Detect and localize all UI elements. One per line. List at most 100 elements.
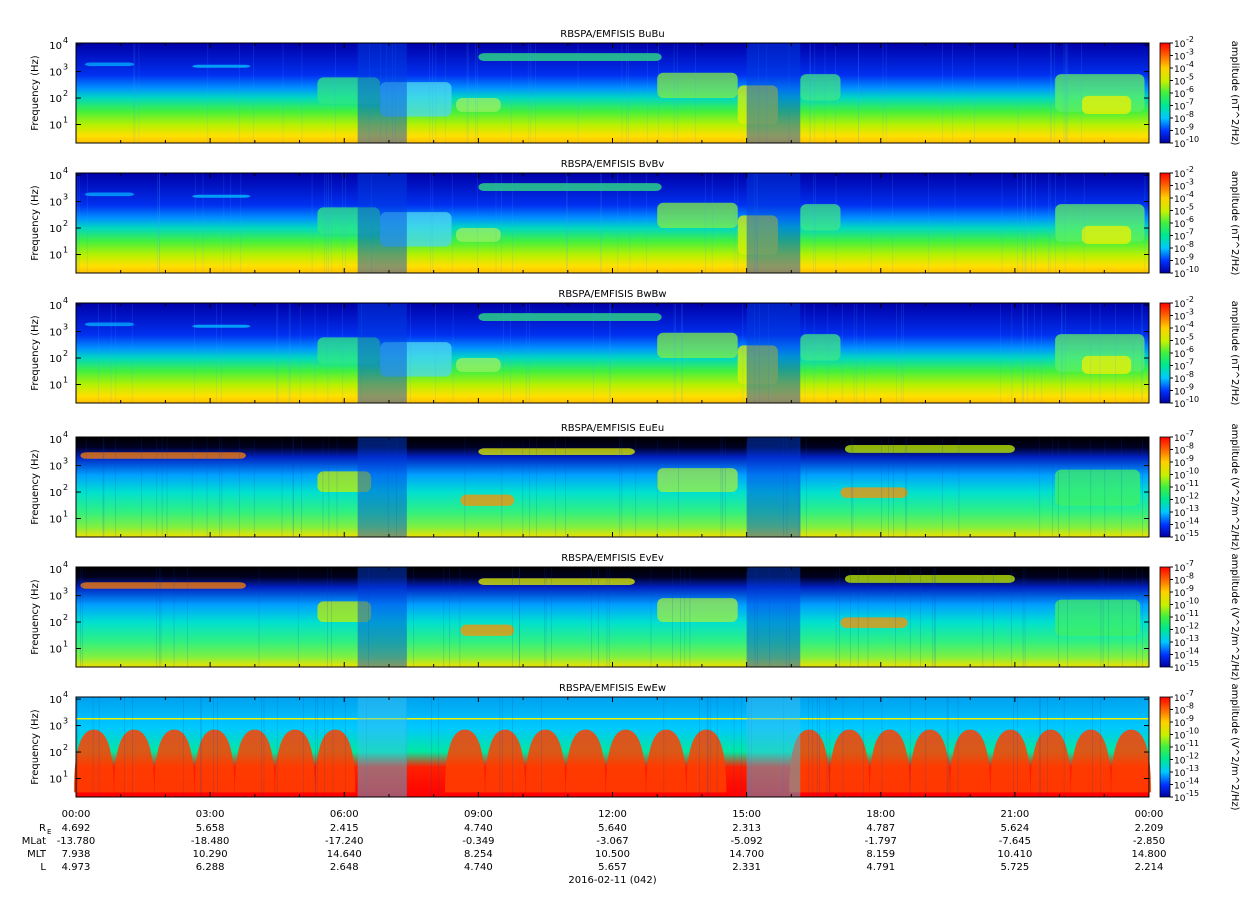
x-tick-label: 03:00 <box>196 809 225 820</box>
colorbar-tick-exponent: -8 <box>1186 240 1194 249</box>
panel-title: RBSPA/EMFISIS EvEv <box>561 553 664 564</box>
ephemeris-value: 14.800 <box>1132 849 1167 860</box>
y-tick-label: 10 <box>49 171 62 182</box>
colorbar-tick-exponent: -4 <box>1186 320 1194 329</box>
y-tick-exponent: 4 <box>63 690 68 699</box>
crossing-region <box>357 567 407 667</box>
ephemeris-value: 6.288 <box>196 862 225 873</box>
y-tick-exponent: 1 <box>63 245 68 254</box>
colorbar-tick-exponent: -10 <box>1186 597 1199 606</box>
colorbar-tick-exponent: -13 <box>1186 634 1199 643</box>
colorbar-tick-label: 10 <box>1174 375 1186 385</box>
spectral-feature <box>737 345 778 385</box>
y-tick-label: 10 <box>49 748 62 759</box>
colorbar-tick-exponent: -4 <box>1186 60 1194 69</box>
x-tick-label: 06:00 <box>330 809 359 820</box>
y-tick-label: 10 <box>49 354 62 365</box>
colorbar-tick-exponent: -8 <box>1186 572 1194 581</box>
spectral-feature <box>800 334 841 361</box>
colorbar-tick-exponent: -10 <box>1186 265 1199 274</box>
colorbar-tick-label: 10 <box>1174 400 1186 410</box>
colorbar-tick-exponent: -9 <box>1186 454 1194 463</box>
crossing-region <box>746 43 801 143</box>
colorbar-tick-label: 10 <box>1174 627 1186 637</box>
ephemeris-label: MLat <box>22 836 46 847</box>
y-tick-label: 10 <box>49 435 62 446</box>
panel-title: RBSPA/EMFISIS EwEw <box>559 683 666 694</box>
harmonic-band <box>154 729 195 793</box>
colorbar <box>1159 172 1171 274</box>
colorbar-tick-exponent: -8 <box>1186 370 1194 379</box>
y-tick-exponent: 3 <box>63 193 68 202</box>
colorbar-tick-exponent: -15 <box>1186 659 1199 668</box>
colorbar-tick-exponent: -14 <box>1186 777 1199 786</box>
colorbar-tick-exponent: -15 <box>1186 789 1199 798</box>
crossing-region <box>357 697 407 797</box>
colorbar <box>1159 566 1171 668</box>
colorbar-tick-label: 10 <box>1174 744 1186 754</box>
spectral-feature <box>84 322 135 327</box>
spectral-feature <box>657 202 738 229</box>
harmonic-band <box>234 729 275 793</box>
colorbar-tick-label: 10 <box>1174 564 1186 574</box>
colorbar-tick-exponent: -14 <box>1186 647 1199 656</box>
colorbar-tick-exponent: -9 <box>1186 123 1194 132</box>
y-tick-label: 10 <box>49 94 62 105</box>
spectral-feature <box>460 494 515 506</box>
y-axis-label: Frequency (Hz) <box>30 449 41 525</box>
date-label: 2016-02-11 (042) <box>568 875 656 886</box>
y-tick-label: 10 <box>49 644 62 655</box>
ephemeris-value: 2.415 <box>330 823 359 834</box>
y-tick-exponent: 2 <box>63 219 68 228</box>
ephemeris-value: 2.313 <box>732 823 761 834</box>
colorbar-tick-label: 10 <box>1174 53 1186 63</box>
y-tick-label: 10 <box>49 328 62 339</box>
harmonic-band <box>73 729 114 793</box>
y-tick-label: 10 <box>49 380 62 391</box>
colorbar-tick-exponent: -12 <box>1186 752 1199 761</box>
colorbar-tick-label: 10 <box>1174 388 1186 398</box>
ephemeris-label: L <box>40 862 46 873</box>
y-tick-label: 10 <box>49 41 62 52</box>
colorbar-tick-label: 10 <box>1174 497 1186 507</box>
spectral-feature <box>317 471 372 493</box>
colorbar-tick-exponent: -2 <box>1186 295 1194 304</box>
spectral-feature <box>1081 225 1132 244</box>
ephemeris-value: 10.500 <box>595 849 630 860</box>
spectral-feature <box>456 228 501 242</box>
y-axis-label: Frequency (Hz) <box>30 579 41 655</box>
colorbar-tick-label: 10 <box>1174 103 1186 113</box>
harmonic-band <box>275 729 316 793</box>
harmonic-band <box>909 729 950 793</box>
x-tick-label: 00:00 <box>62 809 91 820</box>
colorbar-tick-label: 10 <box>1174 639 1186 649</box>
colorbar-tick-label: 10 <box>1174 694 1186 704</box>
y-tick-exponent: 3 <box>63 717 68 726</box>
spectral-feature <box>192 194 251 198</box>
colorbar-tick-exponent: -10 <box>1186 467 1199 476</box>
colorbar-tick-label: 10 <box>1174 183 1186 193</box>
spectral-feature <box>478 183 662 192</box>
colorbar-tick-exponent: -9 <box>1186 584 1194 593</box>
colorbar-tick-label: 10 <box>1174 220 1186 230</box>
crossing-region <box>357 437 407 537</box>
y-tick-label: 10 <box>49 198 62 209</box>
spectral-feature <box>657 72 738 99</box>
ephemeris-value: 4.740 <box>464 862 493 873</box>
ephemeris-value: -3.067 <box>596 836 628 847</box>
y-tick-label: 10 <box>49 250 62 261</box>
ephemeris-value: 5.640 <box>598 823 627 834</box>
colorbar-tick-label: 10 <box>1174 447 1186 457</box>
y-tick-exponent: 2 <box>63 349 68 358</box>
colorbar-tick-exponent: -7 <box>1186 429 1194 438</box>
spectral-feature <box>844 574 1015 583</box>
colorbar-tick-label: 10 <box>1174 140 1186 150</box>
harmonic-band <box>315 729 356 793</box>
colorbar-tick-exponent: -4 <box>1186 190 1194 199</box>
colorbar-tick-label: 10 <box>1174 363 1186 373</box>
ephemeris-value: -5.092 <box>731 836 763 847</box>
x-tick-label: 09:00 <box>464 809 493 820</box>
colorbar-tick-exponent: -2 <box>1186 165 1194 174</box>
colorbar-tick-label: 10 <box>1174 115 1186 125</box>
colorbar-label: amplitude (V^2/m^2/Hz) <box>1229 423 1240 550</box>
